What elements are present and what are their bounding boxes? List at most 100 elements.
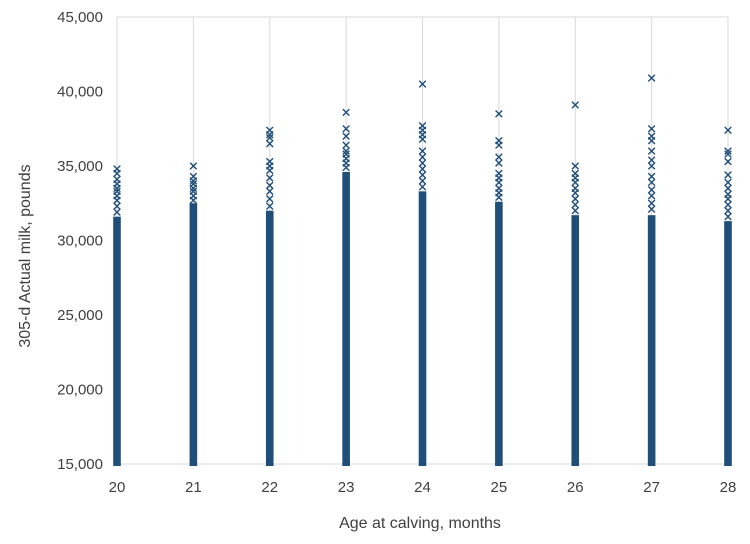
dense-points-column [342, 171, 350, 466]
data-point [418, 80, 427, 88]
data-point [265, 157, 274, 166]
data-point [113, 165, 121, 173]
x-tick-label: 25 [491, 479, 508, 496]
data-point [724, 212, 732, 221]
data-point [724, 206, 732, 215]
data-point [571, 206, 580, 215]
series-age-27 [647, 74, 656, 466]
y-tick-label: 45,000 [57, 9, 103, 26]
data-point [265, 202, 274, 211]
series-age-20 [113, 165, 121, 466]
data-point [571, 162, 580, 170]
x-tick-label: 26 [567, 479, 584, 496]
data-point [724, 200, 732, 209]
data-point [495, 184, 503, 193]
series-age-26 [571, 101, 580, 466]
data-point [495, 159, 503, 167]
data-point [571, 169, 580, 178]
data-point [418, 177, 427, 185]
y-tick-label: 40,000 [57, 84, 103, 101]
data-point [571, 200, 580, 209]
data-point [647, 172, 656, 181]
data-points [113, 74, 732, 466]
data-point [495, 153, 503, 161]
data-point [189, 180, 198, 188]
data-point [113, 175, 121, 184]
y-tick-label: 15,000 [57, 456, 103, 473]
x-tick-label: 27 [643, 479, 660, 496]
data-point [265, 126, 274, 135]
y-tick-label: 20,000 [57, 382, 103, 399]
dense-points-column [113, 216, 121, 466]
series-age-22 [265, 126, 274, 466]
data-point [495, 136, 503, 145]
series-age-28 [724, 126, 732, 466]
x-axis-title: Age at calving, months [339, 515, 501, 532]
y-tick-label: 35,000 [57, 158, 103, 175]
dense-points-column [265, 210, 274, 466]
data-point [647, 132, 656, 140]
data-point [342, 150, 350, 158]
series-age-24 [418, 80, 427, 466]
data-point [189, 187, 198, 196]
data-point [571, 101, 580, 109]
data-point [647, 147, 656, 155]
data-point [495, 169, 503, 178]
data-point [724, 157, 732, 166]
data-point [418, 159, 427, 167]
data-point [418, 171, 427, 179]
data-point [189, 162, 198, 170]
x-tick-label: 24 [414, 479, 431, 496]
data-point [724, 184, 732, 193]
data-point [342, 132, 350, 140]
data-point [113, 208, 121, 216]
series-age-23 [342, 108, 350, 466]
data-point [418, 183, 427, 191]
data-point [571, 194, 580, 203]
data-point [647, 199, 656, 208]
data-point [342, 141, 350, 149]
dense-points-column [571, 215, 580, 466]
data-point [724, 147, 732, 155]
data-point [571, 184, 580, 193]
data-point [265, 174, 274, 182]
series-age-25 [495, 110, 503, 466]
data-point [342, 147, 350, 155]
data-point [189, 172, 198, 181]
y-axis-tick-labels: 15,000 20,000 25,000 30,000 35,000 40,000 45,0… [57, 9, 103, 473]
x-tick-label: 28 [720, 479, 737, 496]
dense-points-column [647, 215, 656, 466]
data-point [418, 153, 427, 161]
dense-points-column [495, 201, 503, 466]
data-point [647, 192, 656, 200]
dense-points-column [418, 191, 427, 466]
data-point [724, 150, 732, 158]
data-point [724, 178, 732, 187]
data-point [113, 202, 121, 211]
data-point [495, 110, 503, 118]
data-point [647, 162, 656, 170]
data-point [647, 186, 656, 194]
data-point [647, 205, 656, 214]
data-point [647, 74, 656, 82]
y-axis-title: 305-d Actual milk, pounds [17, 164, 34, 347]
data-point [265, 139, 274, 148]
data-point [265, 181, 274, 190]
data-point [647, 178, 656, 187]
dense-points-column [724, 221, 732, 466]
data-point [342, 124, 350, 133]
series-age-21 [189, 162, 198, 466]
data-point [647, 156, 656, 164]
data-point [113, 187, 121, 196]
data-point [418, 165, 427, 173]
data-point [418, 147, 427, 155]
data-point [724, 126, 732, 135]
x-tick-label: 23 [338, 479, 355, 496]
x-tick-label: 20 [109, 479, 126, 496]
x-tick-label: 22 [261, 479, 278, 496]
data-point [265, 194, 274, 203]
x-axis-tick-labels: 20 21 22 23 24 25 26 27 28 [109, 479, 737, 496]
data-point [342, 108, 350, 117]
